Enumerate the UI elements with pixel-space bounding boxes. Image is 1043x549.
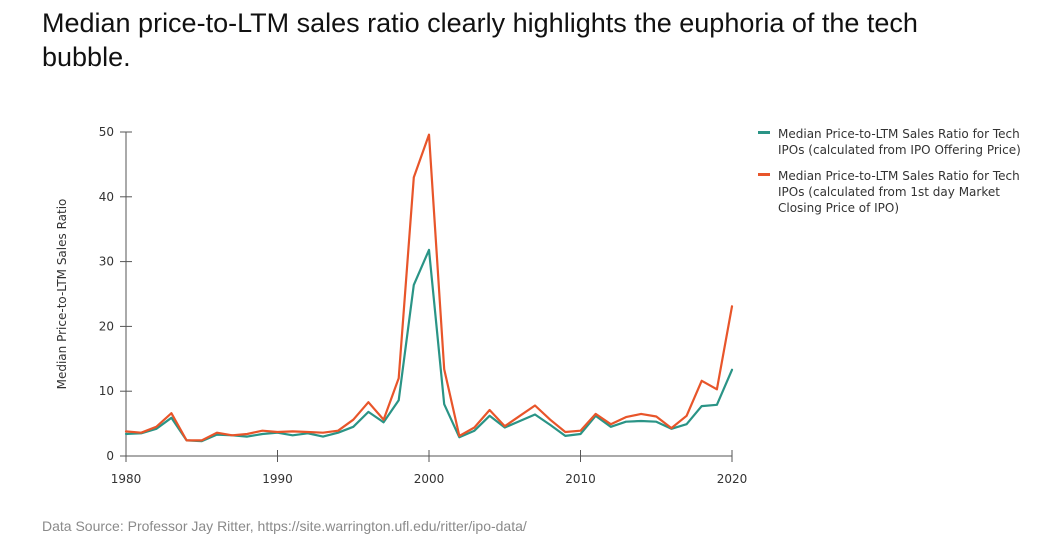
legend-item-offer-price: Median Price-to-LTM Sales Ratio for Tech… xyxy=(758,126,1028,158)
y-tick-label: 20 xyxy=(99,319,114,333)
y-axis-label: Median Price-to-LTM Sales Ratio xyxy=(55,199,69,390)
y-tick-label: 30 xyxy=(99,255,114,269)
x-tick-label: 2010 xyxy=(565,472,596,486)
chart-headline: Median price-to-LTM sales ratio clearly … xyxy=(42,8,918,72)
chart-series xyxy=(124,133,734,443)
legend-label-offer-price: Median Price-to-LTM Sales Ratio for Tech… xyxy=(778,127,1021,157)
data-source-note: Data Source: Professor Jay Ritter, https… xyxy=(42,518,527,534)
x-tick-label: 1990 xyxy=(262,472,293,486)
x-tick-label: 1980 xyxy=(111,472,142,486)
x-tick-label: 2000 xyxy=(414,472,445,486)
chart-legend: Median Price-to-LTM Sales Ratio for Tech… xyxy=(758,126,1028,226)
x-tick-label: 2020 xyxy=(717,472,748,486)
chart-axes: 0 10 20 30 40 50 1980 1990 2000 2010 2020 xyxy=(99,125,748,486)
y-tick-label: 10 xyxy=(99,384,114,398)
legend-swatch-offer-price xyxy=(758,131,770,134)
legend-label-first-day-price: Median Price-to-LTM Sales Ratio for Tech… xyxy=(778,169,1020,215)
y-tick-label: 0 xyxy=(106,449,114,463)
legend-item-first-day-price: Median Price-to-LTM Sales Ratio for Tech… xyxy=(758,168,1028,216)
series-line-offer-price xyxy=(124,248,734,443)
series-line-first-day-price xyxy=(124,133,734,442)
y-tick-label: 50 xyxy=(99,125,114,139)
y-tick-label: 40 xyxy=(99,190,114,204)
legend-swatch-first-day-price xyxy=(758,173,770,176)
